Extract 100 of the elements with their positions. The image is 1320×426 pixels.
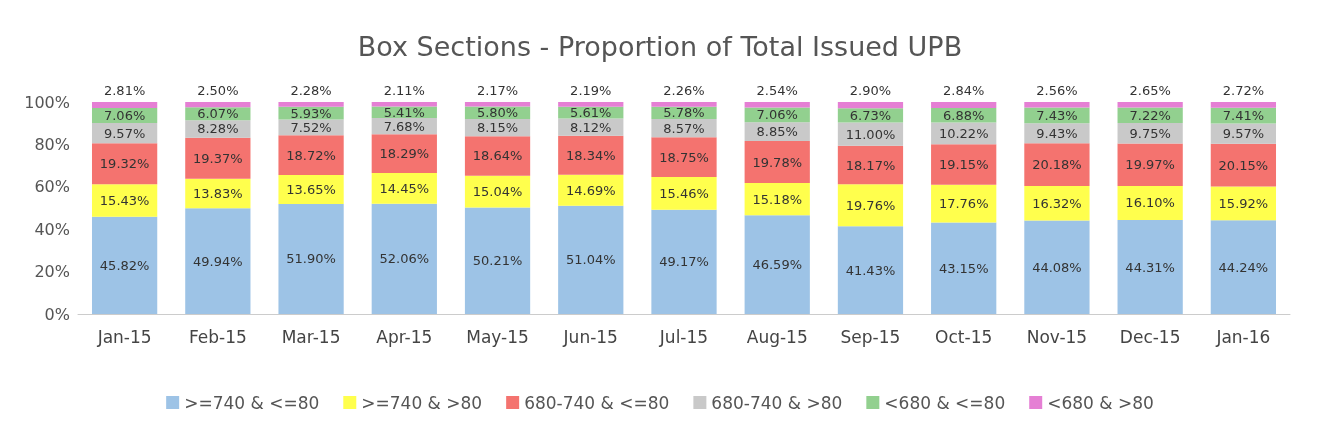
bar (931, 222, 997, 314)
bar (931, 184, 997, 223)
data-label: 7.68% (383, 118, 425, 134)
data-label: 15.43% (99, 193, 150, 209)
bar (651, 176, 717, 210)
data-label: 19.37% (193, 150, 243, 166)
data-label: 2.28% (290, 83, 332, 98)
data-label: 19.15% (938, 157, 989, 173)
data-label: 6.88% (943, 107, 985, 123)
x-tick-label: Feb-15 (188, 326, 247, 347)
data-label: 46.59% (752, 257, 803, 273)
data-label: 19.76% (845, 197, 896, 213)
data-label: 45.82% (99, 257, 150, 273)
bar (1024, 185, 1090, 221)
data-label: 49.94% (193, 253, 243, 269)
data-label: 9.57% (103, 125, 146, 141)
bar (185, 208, 251, 314)
data-label: 8.57% (663, 120, 705, 136)
x-tick-label: Jan-15 (96, 326, 152, 347)
y-tick-label: 20% (34, 262, 70, 282)
data-label: 52.06% (379, 251, 430, 267)
data-label: 7.06% (103, 107, 146, 123)
bar (464, 136, 531, 176)
bar (371, 203, 437, 314)
data-label: 2.11% (383, 83, 425, 98)
legend-label: 680-740 & >80 (711, 392, 843, 413)
data-label: 20.18% (1032, 157, 1082, 173)
data-label: 2.54% (756, 83, 798, 98)
bar (1117, 220, 1183, 314)
bar (1210, 102, 1277, 108)
data-label: 49.17% (659, 254, 709, 270)
legend-label: >=740 & <=80 (184, 392, 320, 413)
x-tick-label: May-15 (466, 326, 529, 347)
x-tick-label: Mar-15 (281, 326, 341, 347)
data-label: 14.45% (379, 180, 430, 196)
bar (91, 216, 158, 314)
bar (931, 102, 997, 109)
bar (91, 143, 158, 185)
bar (1210, 186, 1277, 221)
data-label: 15.46% (659, 185, 709, 201)
data-label: 6.73% (849, 107, 892, 123)
data-label: 18.64% (472, 148, 523, 164)
data-label: 17.76% (938, 196, 989, 212)
data-label: 51.04% (565, 252, 616, 268)
data-label: 8.15% (476, 120, 519, 136)
y-tick-label: 0% (44, 304, 70, 324)
bar (371, 173, 437, 204)
data-label: 2.65% (1129, 83, 1171, 98)
data-label: 51.90% (286, 251, 336, 267)
bar (1210, 143, 1277, 187)
bar (1117, 143, 1183, 186)
data-label: 50.21% (472, 253, 523, 269)
data-label: 7.41% (1222, 108, 1265, 124)
bar (278, 102, 344, 107)
bar (744, 141, 810, 184)
data-label: 2.50% (197, 83, 239, 99)
bar (651, 102, 717, 107)
data-label: 19.32% (99, 156, 150, 172)
data-label: 19.97% (1125, 157, 1175, 173)
bar (837, 184, 904, 227)
y-tick-label: 60% (34, 177, 70, 197)
data-label: 5.41% (383, 104, 425, 120)
bar (185, 102, 251, 108)
data-label: 9.43% (1036, 125, 1078, 141)
data-label: 10.22% (938, 125, 989, 141)
bar (1117, 102, 1183, 108)
bar (464, 175, 531, 208)
data-label: 6.07% (197, 106, 239, 122)
data-label: 2.90% (849, 83, 892, 99)
data-label: 19.78% (752, 154, 803, 170)
bar (1024, 143, 1090, 186)
x-tick-label: Jun-15 (562, 326, 618, 347)
bar (558, 135, 624, 175)
y-tick-label: 80% (34, 134, 70, 154)
data-label: 18.34% (565, 147, 616, 163)
bar (91, 102, 158, 108)
data-label: 2.84% (943, 83, 985, 98)
data-label: 16.10% (1125, 195, 1175, 211)
x-tick-label: Oct-15 (935, 326, 993, 347)
bar (1024, 102, 1090, 108)
legend-label: <680 & >80 (1047, 392, 1154, 413)
data-label: 41.43% (845, 262, 896, 278)
bar (1210, 220, 1277, 314)
legend-label: <680 & <=80 (884, 392, 1006, 413)
y-tick-label: 40% (34, 219, 70, 239)
data-label: 5.80% (476, 105, 519, 121)
bar (464, 207, 531, 314)
bar (837, 226, 904, 314)
data-label: 44.31% (1125, 259, 1175, 275)
bar (744, 215, 810, 314)
legend-label: 680-740 & <=80 (524, 392, 670, 413)
data-label: 5.93% (290, 105, 332, 121)
x-tick-label: Aug-15 (746, 326, 808, 347)
data-label: 15.92% (1218, 195, 1269, 211)
data-label: 13.65% (286, 182, 336, 197)
data-label: 15.04% (472, 184, 523, 200)
bar (558, 102, 624, 107)
data-label: 18.72% (286, 147, 336, 163)
x-tick-label: Apr-15 (376, 326, 433, 347)
x-tick-label: Jan-16 (1215, 326, 1271, 347)
